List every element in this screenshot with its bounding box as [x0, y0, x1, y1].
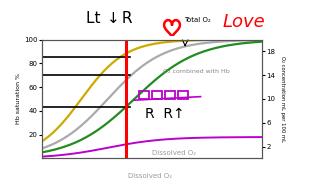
- Text: O₂ combined with Hb: O₂ combined with Hb: [163, 69, 230, 74]
- Bar: [179, 91, 188, 99]
- Text: Dissolved O₂: Dissolved O₂: [128, 173, 172, 179]
- Text: R  R↑: R R↑: [145, 107, 185, 121]
- Text: Dissolved O₂: Dissolved O₂: [152, 150, 196, 156]
- Text: R: R: [117, 11, 132, 26]
- Y-axis label: Hb saturation %: Hb saturation %: [16, 73, 21, 125]
- Text: ↓: ↓: [107, 11, 120, 26]
- Text: Total O₂: Total O₂: [184, 17, 211, 23]
- Bar: [165, 91, 175, 99]
- Bar: [139, 91, 149, 99]
- Bar: [152, 91, 162, 99]
- Y-axis label: O₂ concentration mL per 100 mL: O₂ concentration mL per 100 mL: [280, 56, 285, 142]
- Text: Love: Love: [222, 13, 265, 31]
- Text: Lt: Lt: [86, 11, 106, 26]
